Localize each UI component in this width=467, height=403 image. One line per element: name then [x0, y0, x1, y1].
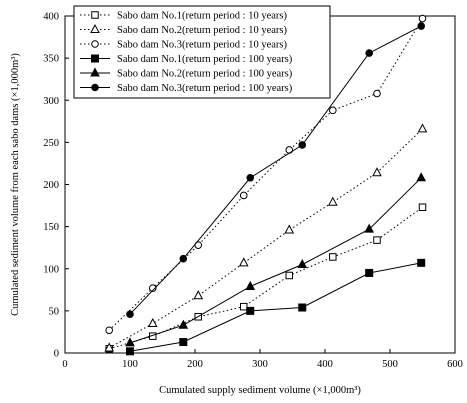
data-point: [126, 310, 134, 319]
series-group: [104, 14, 428, 356]
data-point: [240, 302, 248, 311]
data-point: [329, 253, 337, 261]
data-point: [148, 284, 157, 292]
legend-marker: [90, 23, 100, 33]
data-point: [373, 236, 381, 244]
data-point: [284, 224, 295, 234]
x-axis-label: Cumulated supply sediment volume (×1,000…: [159, 385, 361, 396]
legend-box: [73, 5, 331, 99]
data-point: [298, 141, 307, 149]
y-tick-label: 300: [43, 96, 59, 107]
legend-item: Sabo dam No.1(return period : 10 years): [80, 11, 287, 22]
data-point: [418, 14, 427, 23]
legend-label: Sabo dam No.1(return period : 10 years): [117, 11, 287, 22]
tick-labels: 0 100 200 300 400 500 600 0 50 100 150 200 250 300 350…: [43, 12, 463, 371]
data-point: [364, 223, 375, 233]
data-point: [246, 306, 255, 315]
legend-item: Sabo dam No.2(return period : 10 years): [80, 23, 287, 36]
data-point: [147, 317, 158, 328]
legend-label: Sabo dam No.2(return period : 100 years): [117, 69, 293, 80]
y-tick-label: 50: [49, 306, 60, 317]
y-tick-label: 400: [43, 12, 59, 23]
series-4: [126, 258, 426, 356]
legend-item: Sabo dam No.2(return period : 100 years): [80, 67, 293, 80]
y-tick-label: 0: [54, 349, 59, 360]
data-point: [372, 167, 382, 177]
data-point: [329, 106, 337, 115]
x-tick-label: 200: [187, 359, 203, 370]
legend-label: Sabo dam No.3(return period : 10 years): [117, 40, 287, 51]
series-2: [104, 123, 428, 352]
data-point: [104, 342, 115, 352]
data-point: [179, 338, 188, 347]
x-tick-label: 400: [317, 359, 333, 370]
legend-item: Sabo dam No.1(return period : 100 years): [80, 54, 293, 65]
data-point: [193, 290, 204, 300]
x-tick-label: 100: [122, 359, 138, 370]
data-point: [245, 280, 256, 290]
y-tick-label: 250: [43, 138, 59, 149]
series-5: [125, 172, 427, 347]
legend-label: Sabo dam No.1(return period : 100 years): [117, 54, 293, 65]
data-point: [417, 258, 426, 267]
series-line: [129, 25, 422, 315]
legend-label: Sabo dam No.2(return period : 10 years): [117, 25, 287, 36]
y-tick-label: 350: [43, 54, 59, 65]
y-tick-label: 200: [43, 180, 59, 191]
series-line: [108, 18, 423, 331]
legend-item: Sabo dam No.3(return period : 10 years): [80, 40, 287, 51]
x-tick-label: 500: [382, 359, 398, 370]
data-point: [417, 123, 428, 133]
data-point: [365, 268, 374, 277]
data-point: [417, 22, 426, 30]
data-point: [365, 49, 374, 57]
y-axis-label: Cumulated sediment volume from each sabo…: [10, 53, 21, 316]
data-point: [298, 303, 307, 312]
data-point: [126, 347, 134, 356]
series-1: [105, 203, 427, 353]
legend-label: Sabo dam No.3(return period : 100 years): [117, 83, 293, 94]
legend-item: Sabo dam No.3(return period : 100 years): [80, 83, 293, 94]
legend-marker: [91, 54, 99, 63]
data-point: [327, 196, 338, 206]
x-tick-label: 600: [447, 359, 463, 370]
data-point: [179, 254, 188, 263]
series-6: [126, 22, 426, 319]
series-line: [109, 206, 423, 350]
series-3: [105, 14, 427, 335]
legend-marker: [91, 83, 99, 92]
legend-marker: [91, 11, 99, 19]
data-point: [125, 337, 135, 347]
series-line: [129, 177, 422, 344]
legend: Sabo dam No.1(return period : 10 years) S…: [73, 5, 331, 99]
data-point: [238, 257, 249, 267]
legend-marker: [90, 67, 100, 77]
data-point: [246, 173, 255, 182]
data-point: [105, 326, 113, 335]
x-tick-label: 0: [62, 359, 67, 370]
x-tick-label: 300: [252, 359, 268, 370]
data-point: [416, 172, 427, 182]
data-point: [373, 89, 381, 98]
data-point: [297, 258, 308, 269]
y-tick-label: 150: [43, 222, 59, 233]
y-tick-label: 100: [43, 264, 59, 275]
legend-marker: [91, 40, 99, 48]
data-point: [178, 319, 189, 329]
data-point: [285, 271, 293, 280]
data-point: [418, 203, 427, 211]
data-point: [239, 191, 248, 200]
series-line: [129, 262, 422, 352]
